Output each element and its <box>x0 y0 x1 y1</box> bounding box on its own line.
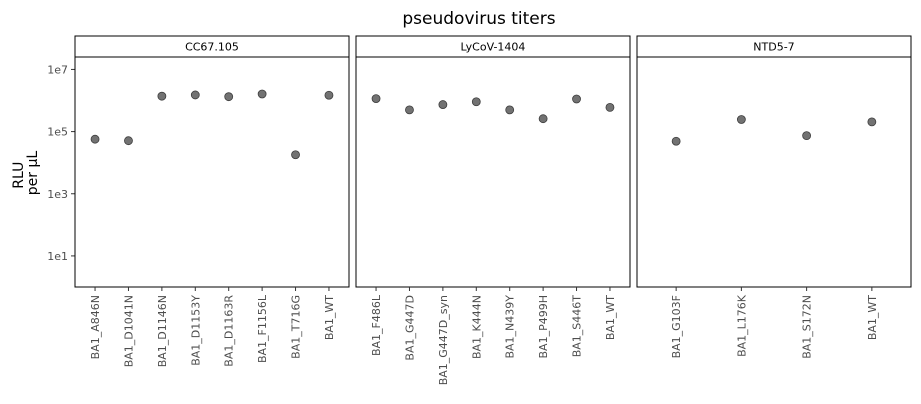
x-tick-label: BA1_K444N <box>470 295 483 359</box>
x-tick-label: BA1_WT <box>866 295 879 340</box>
data-point <box>371 94 381 104</box>
data-point <box>291 150 300 160</box>
x-tick-label: BA1_T716G <box>290 295 303 359</box>
x-tick-label: BA1_N439Y <box>504 295 517 359</box>
data-point <box>867 117 877 127</box>
y-axis-label-line-1: RLU <box>11 162 27 189</box>
data-point <box>736 115 746 124</box>
x-tick-label: BA1_L176K <box>735 294 748 357</box>
facet-panel-ntd5-7: NTD5-7 BA1_G103F BA1_L176K BA1_S172N BA1_WT <box>636 35 912 359</box>
y-tick-label: 1e7 <box>47 63 68 76</box>
x-tick-label: BA1_D1163R <box>223 295 236 367</box>
panel-border <box>636 56 912 288</box>
y-tick-label: 1e5 <box>47 126 68 139</box>
x-tick-label: BA1_F486L <box>370 294 383 356</box>
facet-strip-label: CC67.105 <box>185 41 239 54</box>
data-point <box>572 94 581 104</box>
x-tick-label: BA1_F1156L <box>256 294 269 363</box>
x-tick-label: BA1_G447D <box>403 295 416 361</box>
data-point <box>324 90 334 100</box>
x-tick-label: BA1_P499H <box>537 295 550 358</box>
data-point <box>605 103 615 112</box>
data-point <box>438 100 448 109</box>
chart-title: pseudovirus titers <box>402 9 555 29</box>
facet-panels: CC67.105 BA1_A846N BA1_D1041N BA1_D1146N BA1… <box>74 35 912 385</box>
data-point <box>90 134 100 144</box>
data-point <box>505 105 515 115</box>
data-point <box>405 105 414 115</box>
data-point <box>157 91 167 101</box>
x-tick-label: BA1_S172N <box>801 295 814 359</box>
data-point <box>538 114 548 124</box>
x-tick-label: BA1_A846N <box>89 295 102 359</box>
y-axis-label: RLU per µL <box>11 151 41 196</box>
data-point <box>257 89 267 99</box>
y-tick-label: 1e3 <box>47 188 68 201</box>
data-point <box>224 92 234 102</box>
panel-border <box>355 56 631 288</box>
x-tick-label: BA1_G103F <box>670 295 683 358</box>
data-point <box>471 97 481 107</box>
x-tick-label: BA1_G447D_syn <box>437 295 450 385</box>
x-tick-label: BA1_D1146N <box>156 295 169 367</box>
y-axis-label-line-2: per µL <box>25 151 41 196</box>
facet-strip-label: LyCoV-1404 <box>461 41 526 54</box>
facet-panel-cc67-105: CC67.105 BA1_A846N BA1_D1041N BA1_D1146N BA1… <box>74 35 350 367</box>
x-tick-label: BA1_WT <box>604 295 617 340</box>
data-point <box>671 136 681 146</box>
x-tick-label: BA1_WT <box>323 295 336 340</box>
x-tick-label: BA1_S446T <box>571 295 584 358</box>
data-point <box>124 136 133 146</box>
y-axis: 1e1 1e3 1e5 1e7 <box>47 63 75 263</box>
data-point <box>802 131 812 141</box>
x-tick-label: BA1_D1041N <box>122 295 135 367</box>
y-tick-label: 1e1 <box>47 250 68 263</box>
x-tick-label: BA1_D1153Y <box>189 295 202 366</box>
facet-panel-lycov-1404: LyCoV-1404 BA1_F486L BA1_G447D BA1_G447D_sy… <box>355 35 631 385</box>
facet-strip-label: NTD5-7 <box>753 41 794 54</box>
panel-border <box>74 56 350 288</box>
data-point <box>190 90 200 100</box>
